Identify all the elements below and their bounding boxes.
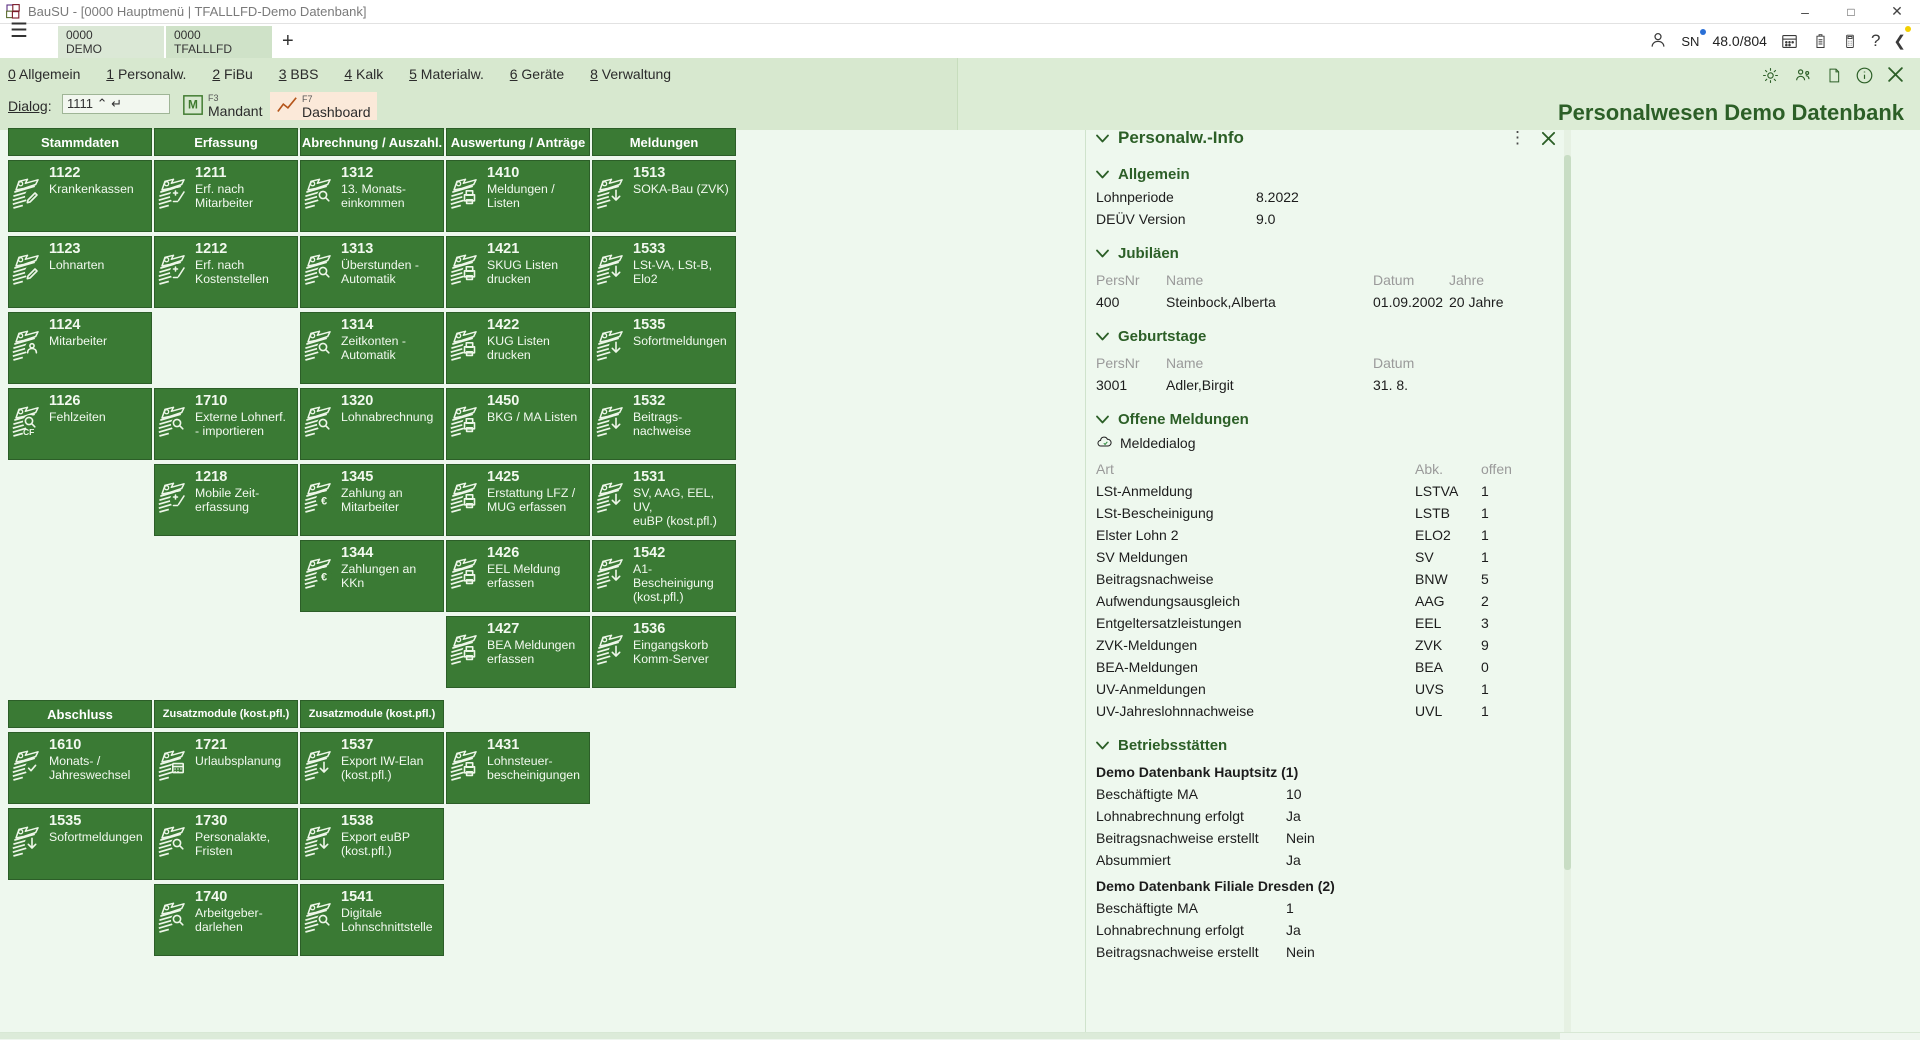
svg-text:€: € [321,496,327,508]
svg-text:€: € [321,572,327,584]
svg-text:CF: CF [23,427,34,437]
svg-text:M: M [188,98,198,112]
